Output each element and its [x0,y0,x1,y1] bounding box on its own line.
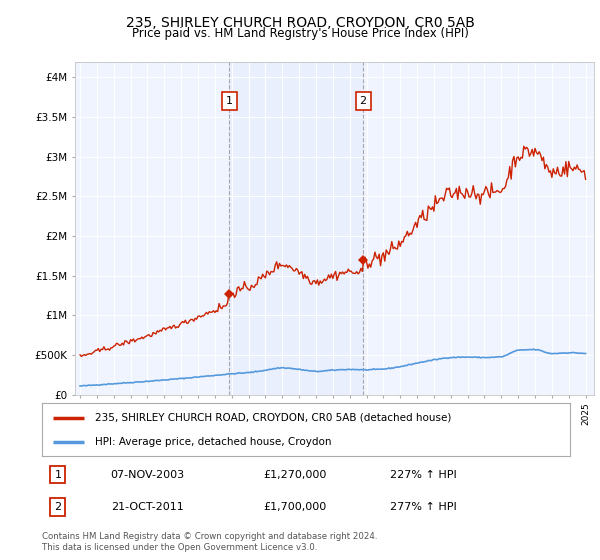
Text: 2: 2 [54,502,61,512]
Text: 235, SHIRLEY CHURCH ROAD, CROYDON, CR0 5AB: 235, SHIRLEY CHURCH ROAD, CROYDON, CR0 5… [125,16,475,30]
Text: Contains HM Land Registry data © Crown copyright and database right 2024.
This d: Contains HM Land Registry data © Crown c… [42,532,377,552]
Text: Price paid vs. HM Land Registry's House Price Index (HPI): Price paid vs. HM Land Registry's House … [131,27,469,40]
Text: 21-OCT-2011: 21-OCT-2011 [110,502,184,512]
Text: £1,270,000: £1,270,000 [264,470,327,479]
Text: 07-NOV-2003: 07-NOV-2003 [110,470,185,479]
Text: HPI: Average price, detached house, Croydon: HPI: Average price, detached house, Croy… [95,437,331,447]
Text: 1: 1 [226,96,233,106]
Text: 277% ↑ HPI: 277% ↑ HPI [391,502,457,512]
Text: 227% ↑ HPI: 227% ↑ HPI [391,470,457,479]
Text: 1: 1 [55,470,61,479]
Text: £1,700,000: £1,700,000 [264,502,327,512]
Text: 2: 2 [359,96,367,106]
Text: 235, SHIRLEY CHURCH ROAD, CROYDON, CR0 5AB (detached house): 235, SHIRLEY CHURCH ROAD, CROYDON, CR0 5… [95,413,451,423]
Bar [229,62,363,395]
